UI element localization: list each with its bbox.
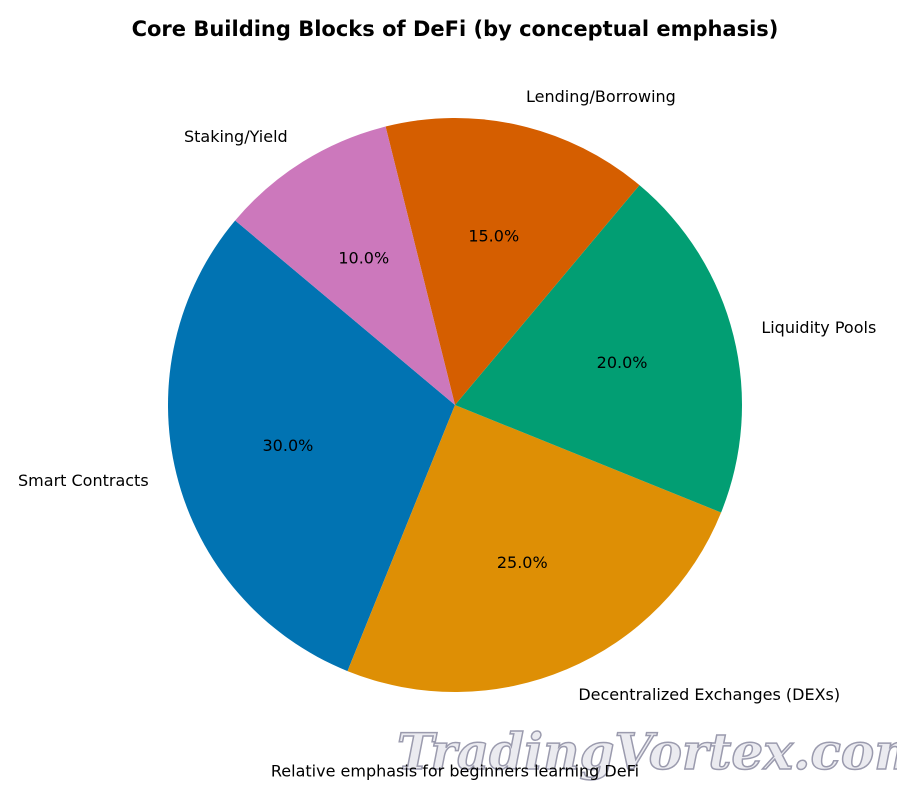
pie-slice	[235, 126, 455, 406]
pie-slice	[455, 185, 742, 513]
chart-title: Core Building Blocks of DeFi (by concept…	[132, 17, 779, 41]
slice-label: Decentralized Exchanges (DEXs)	[578, 685, 840, 704]
pie: Smart Contracts 30.0% Decentralized Exchan…	[18, 87, 876, 704]
value-label: 15.0%	[468, 227, 519, 246]
slice-label: Liquidity Pools	[761, 318, 876, 337]
watermark: TradingVortex.com	[397, 722, 897, 781]
slice-label: Staking/Yield	[184, 127, 288, 146]
value-label: 10.0%	[338, 248, 389, 267]
pie-slice	[385, 117, 640, 405]
value-label: 30.0%	[263, 436, 314, 455]
pie-slice	[347, 405, 722, 692]
value-label: 20.0%	[597, 353, 648, 372]
value-label: 25.0%	[497, 553, 548, 572]
x-axis-label: Relative emphasis for beginners learning…	[271, 762, 639, 781]
slice-label: Lending/Borrowing	[526, 87, 676, 106]
slice-label: Smart Contracts	[18, 471, 149, 490]
pie-slice	[168, 220, 456, 672]
